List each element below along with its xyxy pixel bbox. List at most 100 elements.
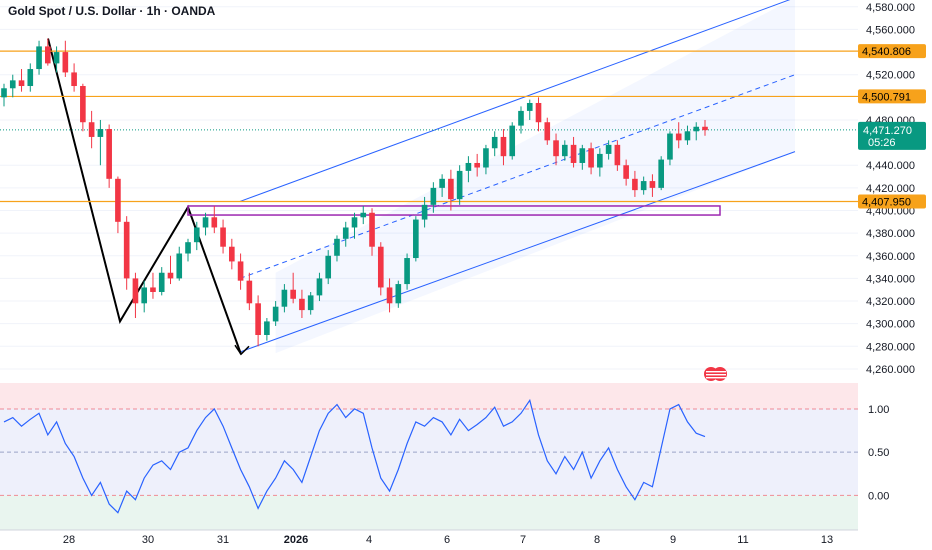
candle-body [281, 289, 288, 307]
time-tick-label: 31 [217, 534, 229, 546]
candle-body [229, 246, 235, 262]
candle-body [299, 298, 305, 311]
price-tick-label: 4,360.000 [866, 251, 915, 263]
grid [0, 6, 858, 496]
channel-upper-line [239, 0, 791, 202]
candle-body [53, 52, 60, 64]
candle-body [246, 280, 253, 304]
candle-body [307, 295, 314, 311]
candle-body [667, 133, 673, 160]
price-tick-label: 4,560.000 [866, 24, 915, 36]
candle-body [80, 86, 86, 123]
candle-body [456, 170, 463, 200]
indicator-oversold-band [0, 495, 858, 530]
candle-body [150, 287, 156, 292]
candle-body [632, 178, 638, 191]
price-tick-label: 4,300.000 [866, 319, 915, 331]
time-tick-label: 13 [821, 534, 833, 546]
candle-body [62, 52, 69, 73]
candle-body [395, 284, 402, 304]
level-badge [858, 89, 926, 104]
candles [1, 38, 708, 347]
time-tick-label: 2026 [284, 534, 308, 546]
candle-body [202, 217, 209, 228]
zigzag-line [47, 38, 242, 355]
time-tick-label: 4 [366, 534, 372, 546]
candle-body [605, 144, 612, 154]
candle-body [123, 221, 130, 279]
candle-body [9, 80, 16, 89]
candle-body [316, 278, 323, 296]
candle-body [588, 148, 594, 168]
candle-body [237, 261, 244, 281]
indicator-tick-label: 0.00 [868, 490, 889, 502]
indicator-series-line [3, 398, 706, 514]
candle-body [614, 144, 621, 166]
countdown-label: 05:26 [868, 137, 896, 149]
candle-body [675, 133, 682, 141]
candle-body [141, 287, 148, 304]
support-zone-box [187, 205, 721, 216]
indicator-bands [0, 383, 858, 530]
time-tick-label: 7 [520, 534, 526, 546]
time-tick-label: 6 [444, 534, 450, 546]
horizontal-levels[interactable] [0, 50, 858, 203]
candle-body [623, 165, 629, 179]
candle-body [649, 181, 656, 188]
candle-body [465, 162, 472, 171]
candle-body [500, 136, 507, 157]
candle-body [474, 162, 480, 168]
price-tick-label: 4,280.000 [866, 341, 915, 353]
price-badges: 4,540.806 4,500.791 4,407.950 4,471.27005:2… [858, 44, 926, 209]
candle-body [448, 178, 454, 200]
candle-body [491, 136, 498, 149]
candle-body [597, 153, 603, 168]
candle-body [693, 126, 700, 132]
candle-body [377, 246, 384, 288]
time-axis[interactable]: 28 30 31 2026 4 6 7 8 9 11 13 [0, 529, 858, 546]
candle-body [360, 212, 367, 218]
us-flag-icon[interactable] [704, 367, 727, 381]
indicator-tick-label: 0.50 [868, 447, 889, 459]
price-tick-label: 4,260.000 [866, 364, 915, 376]
channel-lower-line [239, 151, 796, 353]
candle-body [264, 321, 270, 335]
candle-body [44, 46, 51, 64]
time-tick-label: 30 [142, 534, 154, 546]
candle-body [640, 181, 647, 191]
candle-body [658, 159, 665, 188]
candle-body [290, 289, 296, 299]
candle-body [158, 272, 165, 292]
level-badge [858, 194, 926, 209]
price-tick-label: 4,340.000 [866, 273, 915, 285]
candle-body [413, 219, 419, 259]
indicator-axis[interactable]: 1.00 0.50 0.00 [868, 404, 889, 502]
candle-body [97, 129, 104, 137]
candle-body [255, 303, 261, 335]
time-tick-label: 28 [63, 534, 75, 546]
candle-body [167, 272, 174, 279]
candle-body [570, 144, 577, 163]
candle-body [325, 255, 332, 279]
candle-body [176, 253, 183, 279]
candle-body [351, 217, 358, 228]
candle-body [439, 178, 445, 188]
zigzag-arrow-head [234, 344, 250, 356]
candle-body [421, 204, 428, 220]
level-badge-label: 4,500.791 [862, 91, 911, 103]
candle-body [526, 102, 533, 111]
candle-body [553, 140, 559, 157]
price-tick-label: 4,580.000 [866, 2, 915, 14]
price-tick-label: 4,520.000 [866, 70, 915, 82]
candle-body [369, 212, 375, 247]
candle-body [272, 306, 279, 322]
candle-body [193, 227, 200, 243]
time-tick-label: 8 [594, 534, 600, 546]
candle-body [386, 287, 393, 304]
candle-body [88, 122, 95, 137]
price-tick-label: 4,380.000 [866, 228, 915, 240]
price-axis[interactable]: 4,580.0004,560.0004,520.0004,480.0004,44… [866, 2, 915, 376]
price-tick-label: 4,420.000 [866, 183, 915, 195]
indicator-overbought-band [0, 383, 858, 409]
